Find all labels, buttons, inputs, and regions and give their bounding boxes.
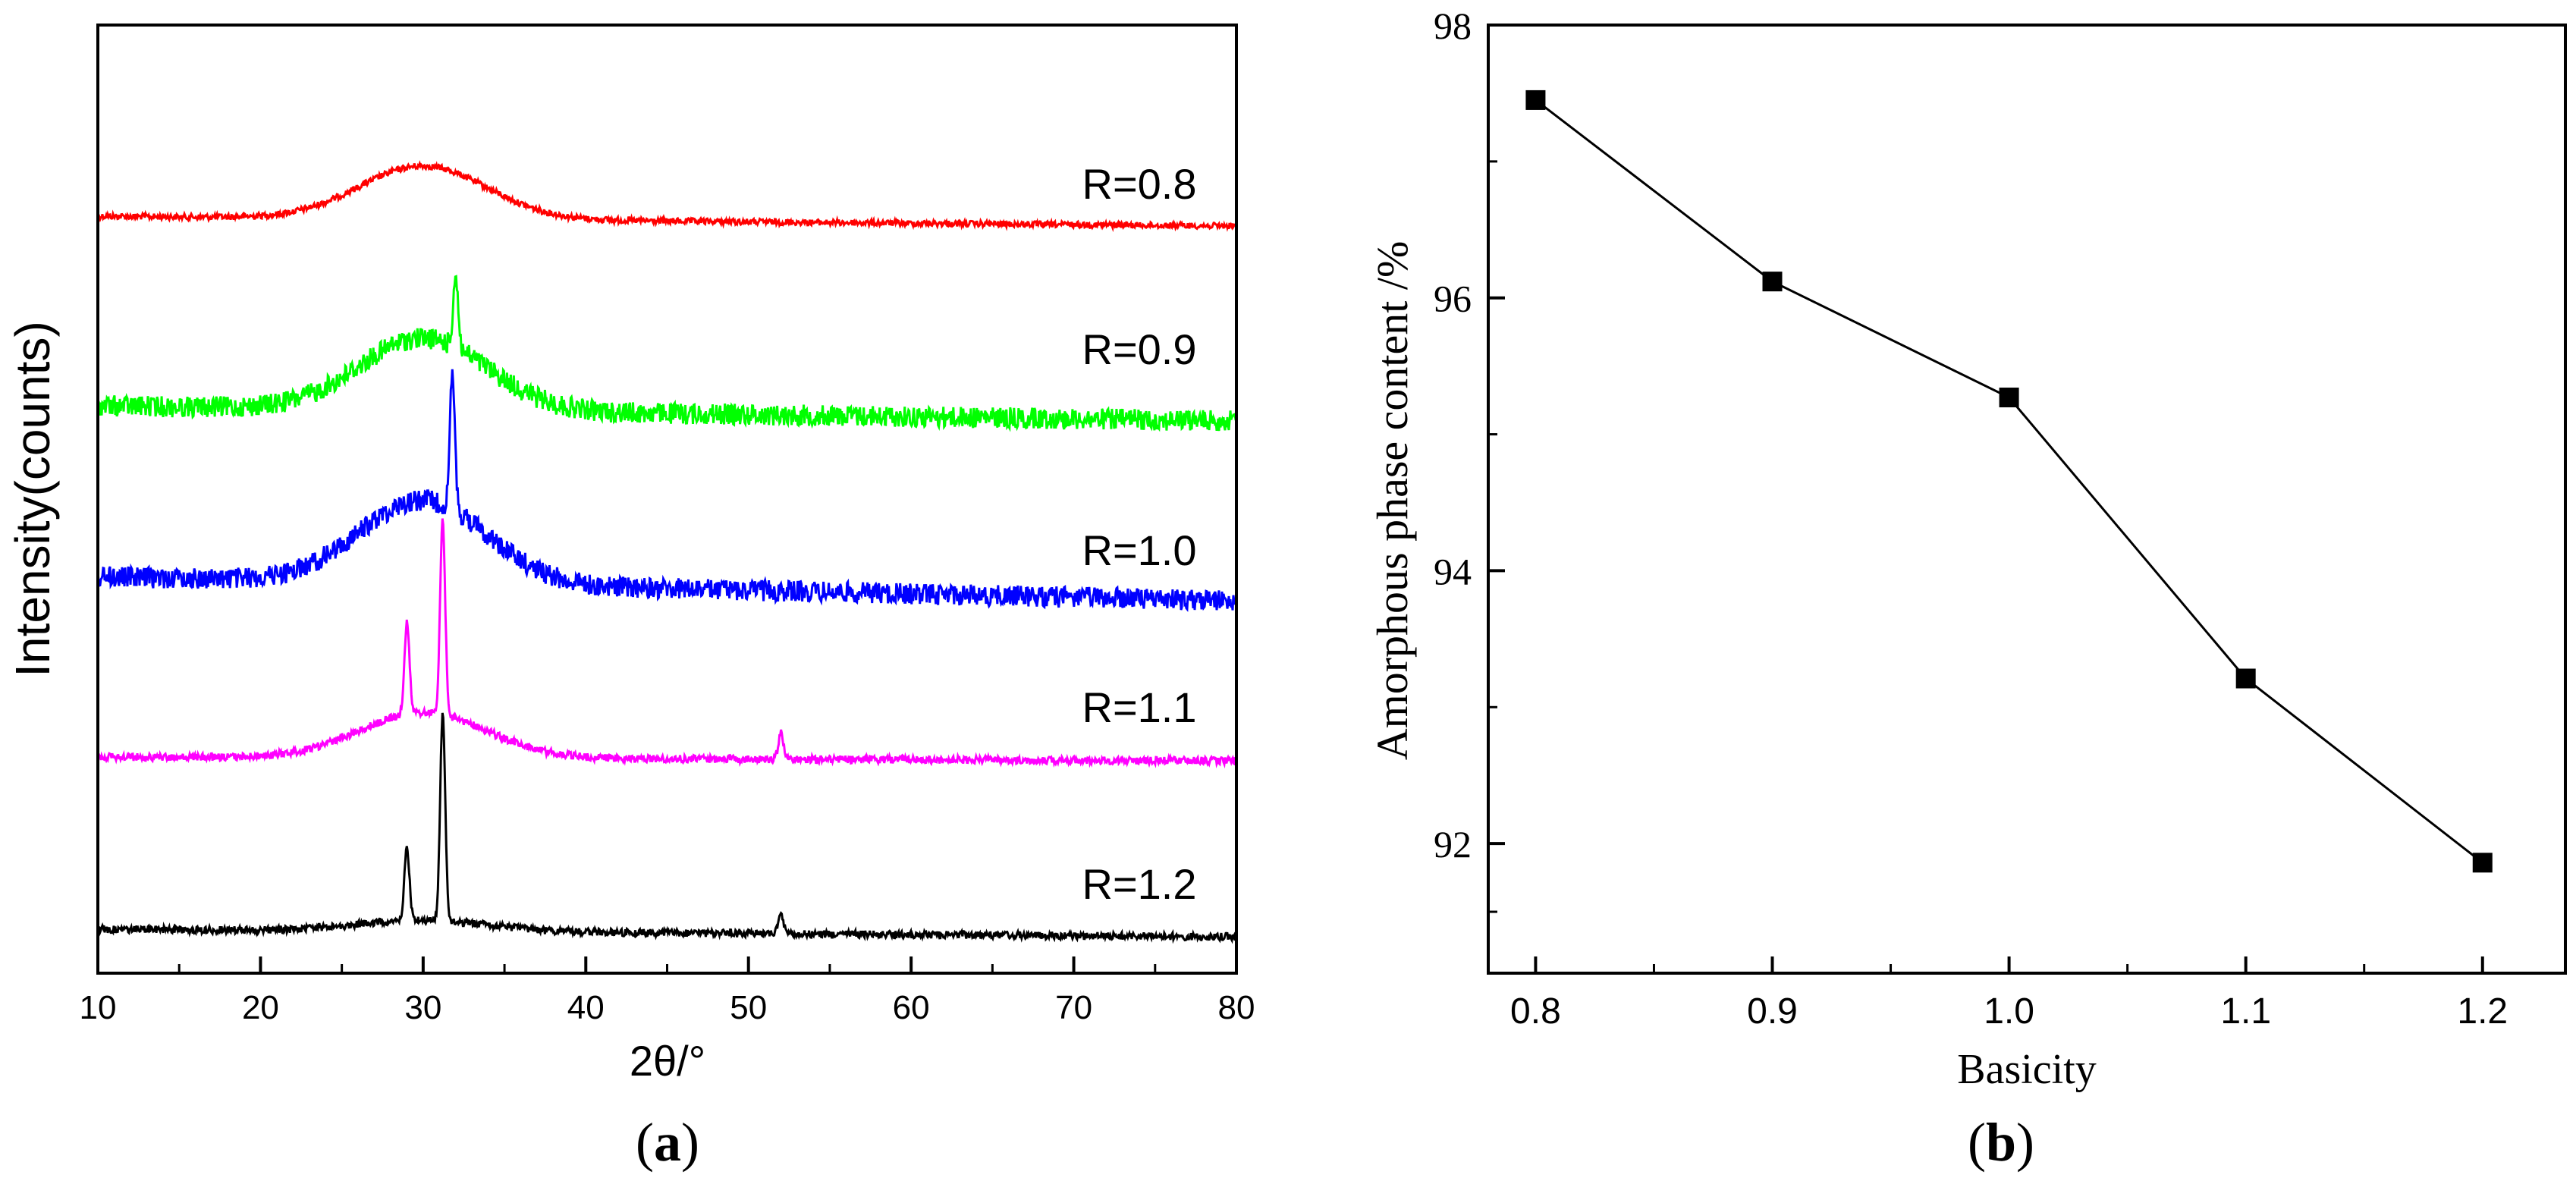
data-point-marker bbox=[1762, 272, 1783, 292]
panel-b: 92 94 96 98 0.8 0.9 1.0 1.1 1.2 Amorphous phase… bbox=[1368, 5, 2567, 1173]
panel-b-x-tick-label: 0.9 bbox=[1747, 991, 1798, 1032]
panel-b-y-tick-label: 92 bbox=[1434, 823, 1472, 865]
panel-a-ylabel: Intensity(counts) bbox=[5, 321, 60, 677]
panel-b-x-tick-label: 1.1 bbox=[2220, 991, 2271, 1032]
panel-b-y-tick-label: 96 bbox=[1434, 278, 1472, 320]
panel-a-x-tick-label: 20 bbox=[242, 989, 279, 1026]
data-point-marker bbox=[1525, 90, 1546, 110]
data-point-marker bbox=[2235, 668, 2256, 689]
series-label: R=1.0 bbox=[1082, 526, 1197, 574]
panel-b-x-tick-label: 1.2 bbox=[2457, 991, 2508, 1032]
data-point-marker bbox=[2472, 853, 2493, 873]
panel-a-x-tick-label: 80 bbox=[1218, 989, 1255, 1026]
panel-a-x-tick-label: 10 bbox=[80, 989, 117, 1026]
data-point-marker bbox=[1999, 388, 2019, 408]
panel-a-series-labels: R=0.8 R=0.9 R=1.0 R=1.1 R=1.2 bbox=[1082, 160, 1197, 908]
panel-b-line bbox=[1525, 90, 2493, 873]
panel-b-y-tick-label: 94 bbox=[1434, 550, 1472, 592]
panel-b-x-tick-label: 0.8 bbox=[1510, 991, 1561, 1032]
panel-b-x-ticks: 0.8 0.9 1.0 1.1 1.2 bbox=[1510, 956, 2508, 1032]
panel-a-x-tick-label: 40 bbox=[567, 989, 605, 1026]
series-label: R=0.8 bbox=[1082, 160, 1197, 208]
xrd-series-r-1-2 bbox=[96, 712, 1238, 944]
panel-b-xlabel: Basicity bbox=[1957, 1046, 2097, 1093]
panel-a-x-tick-label: 60 bbox=[893, 989, 930, 1026]
panel-b-ylabel: Amorphous phase content /% bbox=[1368, 241, 1417, 761]
panel-b-frame bbox=[1487, 24, 2567, 975]
panel-a-caption: (a) bbox=[636, 1112, 699, 1173]
panel-a-frame bbox=[96, 24, 1238, 975]
panel-a: 10 20 30 40 50 60 70 80 R=0.8 R=0.9 R=1.0 R=1.1 R=1… bbox=[5, 24, 1255, 1173]
panel-b-y-tick-label: 98 bbox=[1434, 5, 1472, 47]
amorphous-content-line bbox=[1535, 99, 2483, 864]
panel-a-x-tick-label: 50 bbox=[730, 989, 767, 1026]
xrd-series-r-1-0 bbox=[96, 369, 1238, 612]
xrd-series-r-0-9 bbox=[96, 275, 1238, 432]
series-label: R=1.1 bbox=[1082, 683, 1197, 731]
xrd-series-r-1-1 bbox=[96, 518, 1238, 769]
panel-b-y-ticks: 92 94 96 98 bbox=[1434, 5, 1505, 913]
panel-a-x-tick-label: 70 bbox=[1055, 989, 1092, 1026]
xrd-curves bbox=[96, 160, 1238, 944]
series-label: R=0.9 bbox=[1082, 325, 1197, 373]
panel-a-x-tick-label: 30 bbox=[404, 989, 441, 1026]
panel-a-xlabel: 2θ/° bbox=[630, 1037, 705, 1085]
panel-b-caption: (b) bbox=[1968, 1112, 2034, 1173]
xrd-series-r-0-8 bbox=[96, 160, 1237, 233]
panel-b-x-tick-label: 1.0 bbox=[1984, 991, 2034, 1032]
series-label: R=1.2 bbox=[1082, 860, 1197, 908]
panel-a-x-ticks: 10 20 30 40 50 60 70 80 bbox=[80, 956, 1255, 1026]
